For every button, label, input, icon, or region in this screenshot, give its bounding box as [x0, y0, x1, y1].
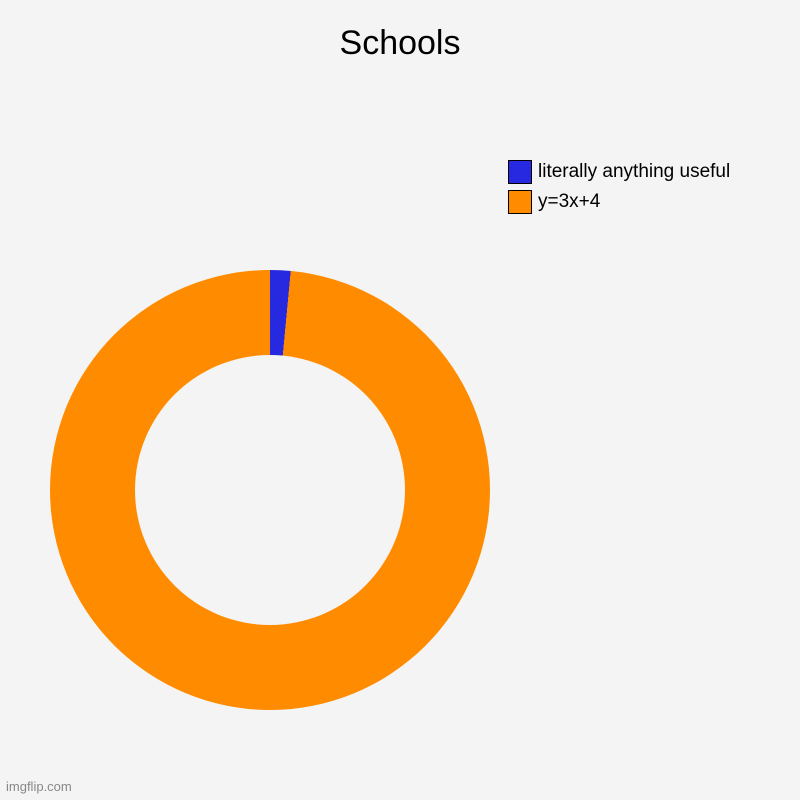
legend-swatch-1	[508, 190, 532, 214]
donut-hole	[135, 355, 405, 625]
legend-label-1: y=3x+4	[538, 191, 600, 213]
donut-ring	[50, 270, 490, 710]
donut-chart	[50, 270, 490, 710]
chart-canvas: Schools literally anything useful y=3x+4…	[0, 0, 800, 800]
legend-label-0: literally anything useful	[538, 161, 730, 183]
legend-item: y=3x+4	[508, 190, 730, 214]
legend: literally anything useful y=3x+4	[508, 160, 730, 220]
legend-swatch-0	[508, 160, 532, 184]
watermark: imgflip.com	[6, 779, 72, 794]
chart-title: Schools	[0, 24, 800, 63]
legend-item: literally anything useful	[508, 160, 730, 184]
